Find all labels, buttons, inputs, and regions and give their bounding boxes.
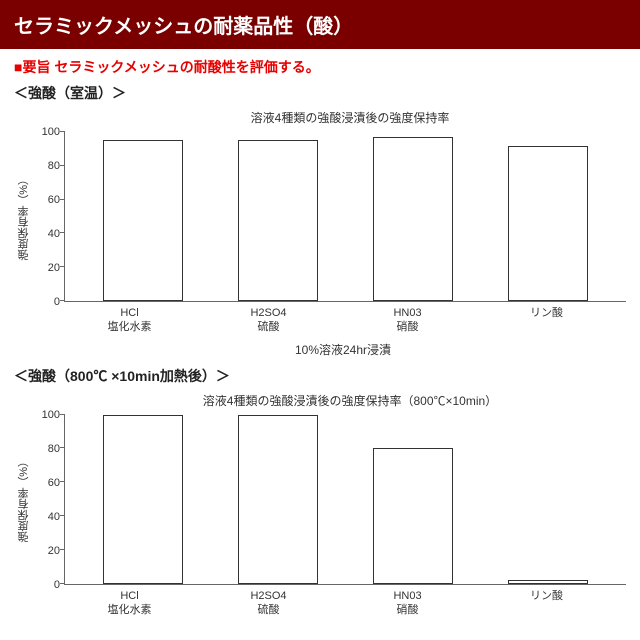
ytick-mark (60, 414, 65, 415)
ytick-mark (60, 131, 65, 132)
ytick-mark (60, 300, 65, 301)
bar (373, 448, 453, 583)
ytick-label: 20 (48, 545, 60, 557)
ytick-label: 40 (48, 228, 60, 240)
section-label-2: ＜強酸（800℃ ×10min加熱後）＞ (0, 362, 640, 390)
ytick-label: 100 (42, 409, 60, 421)
chart-2-xaxis: HCl塩化水素 H2SO4硫酸 HN03硝酸 リン酸 (14, 585, 626, 618)
ytick-label: 80 (48, 160, 60, 172)
ytick-mark (60, 549, 65, 550)
page-title: セラミックメッシュの耐薬品性（酸） (14, 16, 353, 38)
ytick-label: 40 (48, 511, 60, 523)
chart-1: 溶液4種類の強酸浸漬後の強度保持率 強度保有率（%） 020406080100 … (0, 109, 640, 362)
ytick-mark (60, 515, 65, 516)
xtick-label: H2SO4硫酸 (229, 589, 309, 618)
ytick-mark (60, 232, 65, 233)
ytick-mark (60, 199, 65, 200)
ytick-label: 20 (48, 262, 60, 274)
ytick-label: 60 (48, 194, 60, 206)
chart-2-ylabel: 強度保有率（%） (14, 456, 34, 543)
bar (508, 580, 588, 583)
chart-2-title: 溶液4種類の強酸浸漬後の強度保持率（800℃×10min） (14, 392, 626, 409)
chart-2-yticks: 020406080100 (34, 415, 64, 585)
bar (238, 415, 318, 584)
chart-1-yticks: 020406080100 (34, 132, 64, 302)
chart-2-plot (64, 415, 626, 585)
chart-1-plot-area: 強度保有率（%） 020406080100 (14, 132, 626, 302)
section-label-1: ＜強酸（室温）＞ (0, 79, 640, 107)
ytick-mark (60, 481, 65, 482)
bar (103, 140, 183, 301)
ytick-label: 0 (54, 296, 60, 308)
ytick-mark (60, 447, 65, 448)
summary-line: ■要旨 セラミックメッシュの耐酸性を評価する。 (0, 49, 640, 79)
xtick-label: HCl塩化水素 (90, 306, 170, 335)
xtick-label: HCl塩化水素 (90, 589, 170, 618)
ytick-label: 80 (48, 443, 60, 455)
xtick-label: H2SO4硫酸 (229, 306, 309, 335)
chart-1-xaxis: HCl塩化水素 H2SO4硫酸 HN03硝酸 リン酸 (14, 302, 626, 335)
ytick-label: 0 (54, 579, 60, 591)
ytick-label: 100 (42, 126, 60, 138)
chart-2-plot-area: 強度保有率（%） 020406080100 (14, 415, 626, 585)
chart-1-plot (64, 132, 626, 302)
xtick-label: リン酸 (507, 306, 587, 335)
ytick-mark (60, 583, 65, 584)
chart-1-title: 溶液4種類の強酸浸漬後の強度保持率 (14, 109, 626, 126)
ytick-label: 60 (48, 477, 60, 489)
chart-2: 溶液4種類の強酸浸漬後の強度保持率（800℃×10min） 強度保有率（%） 0… (0, 392, 640, 622)
xtick-label: HN03硝酸 (368, 306, 448, 335)
bar (373, 137, 453, 301)
ytick-mark (60, 165, 65, 166)
bar (238, 140, 318, 301)
bar (103, 415, 183, 584)
page-header: セラミックメッシュの耐薬品性（酸） (0, 0, 640, 49)
ytick-mark (60, 266, 65, 267)
bar (508, 146, 588, 301)
xtick-label: リン酸 (507, 589, 587, 618)
chart-1-ylabel: 強度保有率（%） (14, 174, 34, 261)
xtick-label: HN03硝酸 (368, 589, 448, 618)
chart-1-xaxis-label: 10%溶液24hr浸漬 (14, 341, 626, 358)
